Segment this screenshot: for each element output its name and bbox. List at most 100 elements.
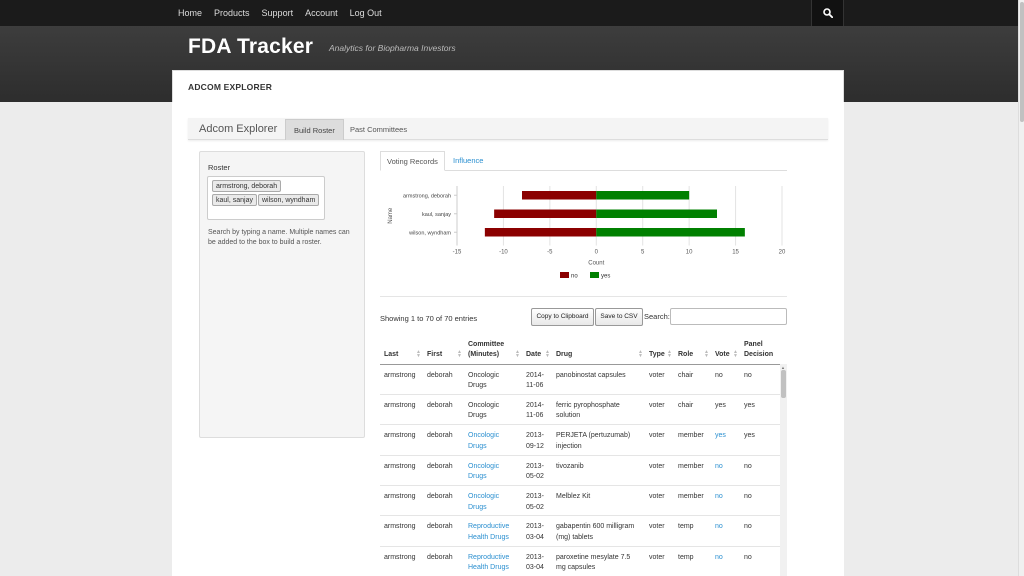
cell-type: voter <box>645 455 674 487</box>
cell-first: deborah <box>423 455 464 487</box>
bar-yes <box>596 228 745 237</box>
cell-type: voter <box>645 485 674 517</box>
table-row: armstrong deborah Reproductive Health Drug… <box>380 546 780 576</box>
x-axis-label: Count <box>588 261 604 267</box>
sort-icon: ▲ ▼ <box>545 348 550 359</box>
x-tick-label: 10 <box>686 250 693 256</box>
nav-menu: Home Products Support Account Log Out <box>172 0 388 26</box>
table-search-input[interactable] <box>670 308 787 325</box>
page-scrollbar-thumb[interactable] <box>1020 2 1024 122</box>
sort-icon: ▲ ▼ <box>638 348 643 359</box>
table-header-row: Last ▲ ▼ First ▲ ▼ Committee (Minutes) ▲ ▼ Dat… <box>380 334 780 365</box>
sort-icon: ▲ ▼ <box>515 348 520 359</box>
cell-last: armstrong <box>380 515 423 547</box>
save-to-csv-button[interactable]: Save to CSV <box>595 308 643 326</box>
brand-title[interactable]: FDA Tracker <box>188 35 314 58</box>
y-tick-label: kaul, sanjay <box>422 212 451 218</box>
nav-products[interactable]: Products <box>214 8 250 18</box>
cell-role: temp <box>674 515 711 547</box>
cell-last: armstrong <box>380 424 423 456</box>
col-role[interactable]: Role ▲ ▼ <box>674 334 711 365</box>
tab-build-roster[interactable]: Build Roster <box>285 119 344 140</box>
table-scrollbar[interactable]: ▲ <box>780 364 787 576</box>
roster-chip[interactable]: kaul, sanjay <box>212 194 257 206</box>
cell-last: armstrong <box>380 394 423 426</box>
cell-drug: Melblez Kit <box>552 485 645 517</box>
y-axis-label: Name <box>388 207 394 224</box>
col-drug[interactable]: Drug ▲ ▼ <box>552 334 645 365</box>
col-panel-decision[interactable]: Panel Decision <box>740 334 780 365</box>
cell-date: 2013-03-04 <box>522 515 552 547</box>
x-tick-label: 20 <box>779 250 786 256</box>
x-tick-label: -10 <box>499 250 508 256</box>
table-row: armstrong deborah Oncologic Drugs 2014-11-0… <box>380 394 780 426</box>
roster-chip[interactable]: armstrong, deborah <box>212 180 282 192</box>
cell-vote[interactable]: no <box>711 485 740 517</box>
col-first-label: First <box>427 350 443 358</box>
cell-vote[interactable]: no <box>711 455 740 487</box>
nav-home[interactable]: Home <box>178 8 203 18</box>
page-scrollbar[interactable] <box>1018 0 1024 576</box>
cell-decision: yes <box>740 394 780 426</box>
cell-role: temp <box>674 546 711 576</box>
cell-vote[interactable]: yes <box>711 424 740 456</box>
col-role-label: Role <box>678 350 694 358</box>
legend-swatch-no <box>560 272 569 278</box>
search-button[interactable] <box>811 0 844 26</box>
cell-date: 2013-05-02 <box>522 455 552 487</box>
cell-first: deborah <box>423 515 464 547</box>
copy-to-clipboard-button[interactable]: Copy to Clipboard <box>531 308 594 326</box>
nav-account[interactable]: Account <box>305 8 338 18</box>
tab-influence[interactable]: Influence <box>453 156 484 165</box>
cell-role: member <box>674 455 711 487</box>
x-tick-label: 0 <box>595 250 599 256</box>
search-icon <box>823 8 833 18</box>
cell-vote[interactable]: no <box>711 515 740 547</box>
cell-vote[interactable]: no <box>711 546 740 576</box>
tab-past-committees[interactable]: Past Committees <box>350 125 408 134</box>
cell-vote: yes <box>711 394 740 426</box>
cell-role: member <box>674 485 711 517</box>
sort-icon: ▲ ▼ <box>416 348 421 359</box>
cell-role: chair <box>674 394 711 426</box>
table-row: armstrong deborah Oncologic Drugs 2013-05-0… <box>380 455 780 487</box>
cell-decision: no <box>740 546 780 576</box>
nav-logout[interactable]: Log Out <box>349 8 382 18</box>
explorer-title: Adcom Explorer <box>199 123 278 135</box>
cell-last: armstrong <box>380 364 423 395</box>
col-last-label: Last <box>384 350 399 358</box>
cell-committee[interactable]: Reproductive Health Drugs <box>464 515 522 547</box>
x-tick-label: 15 <box>732 250 739 256</box>
col-type-label: Type <box>649 350 665 358</box>
col-type[interactable]: Type ▲ ▼ <box>645 334 674 365</box>
cell-date: 2014-11-06 <box>522 394 552 426</box>
roster-help-text: Search by typing a name. Multiple names … <box>208 229 350 246</box>
cell-decision: no <box>740 515 780 547</box>
cell-committee[interactable]: Oncologic Drugs <box>464 424 522 456</box>
chart-tabs: Voting Records Influence <box>380 151 787 171</box>
roster-input[interactable]: armstrong, deborah kaul, sanjay wilson, … <box>207 176 325 220</box>
cell-committee[interactable]: Reproductive Health Drugs <box>464 546 522 576</box>
col-first[interactable]: First ▲ ▼ <box>423 334 464 365</box>
cell-drug: paroxetine mesylate 7.5 mg capsules <box>552 546 645 576</box>
tab-voting-records[interactable]: Voting Records <box>380 151 445 171</box>
col-panel-decision-label: Panel Decision <box>744 340 774 358</box>
cell-drug: tivozanib <box>552 455 645 487</box>
scroll-up-icon[interactable]: ▲ <box>781 365 785 370</box>
col-vote[interactable]: Vote ▲ ▼ <box>711 334 740 365</box>
roster-label: Roster <box>208 163 231 172</box>
col-date[interactable]: Date ▲ ▼ <box>522 334 552 365</box>
sort-icon: ▲ ▼ <box>733 348 738 359</box>
cell-drug: gabapentin 600 milligram (mg) tablets <box>552 515 645 547</box>
col-committee[interactable]: Committee (Minutes) ▲ ▼ <box>464 334 522 365</box>
cell-decision: no <box>740 364 780 395</box>
cell-committee[interactable]: Oncologic Drugs <box>464 485 522 517</box>
table-scrollbar-thumb[interactable] <box>781 370 786 398</box>
col-vote-label: Vote <box>715 350 730 358</box>
col-date-label: Date <box>526 350 542 358</box>
col-last[interactable]: Last ▲ ▼ <box>380 334 423 365</box>
cell-last: armstrong <box>380 546 423 576</box>
roster-chip[interactable]: wilson, wyndham <box>258 194 320 206</box>
nav-support[interactable]: Support <box>261 8 294 18</box>
cell-committee[interactable]: Oncologic Drugs <box>464 455 522 487</box>
